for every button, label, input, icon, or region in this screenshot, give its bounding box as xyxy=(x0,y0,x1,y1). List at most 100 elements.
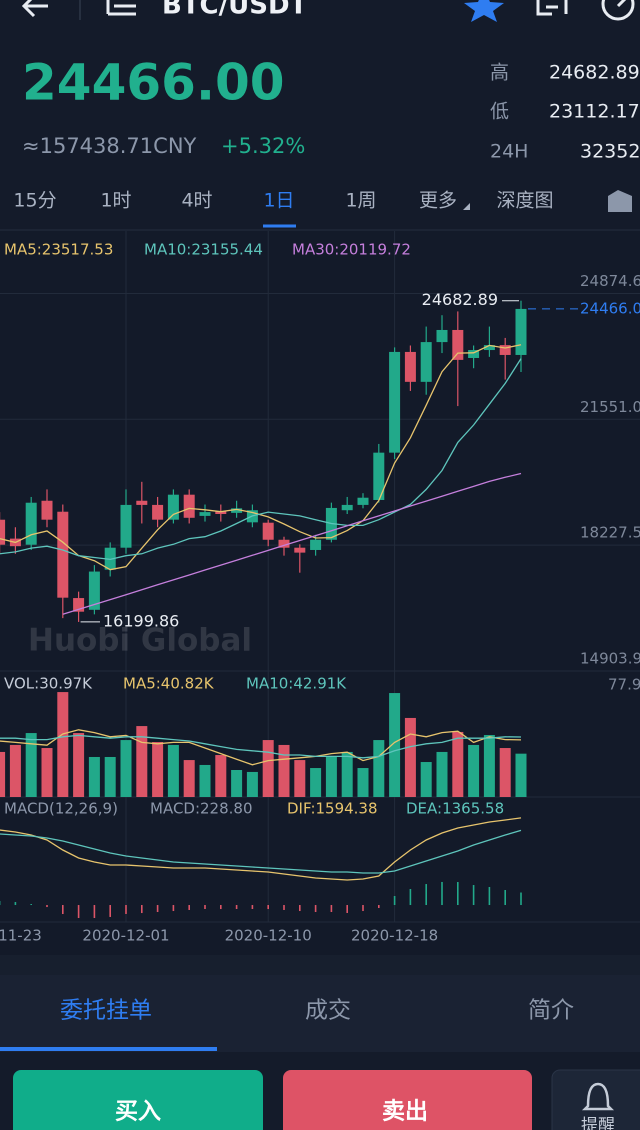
legend-entry: MA10:23155.44 xyxy=(144,241,263,259)
legend-entry: MA5:40.82K xyxy=(123,675,215,693)
volume-bar xyxy=(373,740,385,797)
candle-body xyxy=(294,547,306,553)
macd-bar xyxy=(235,905,238,910)
candle-body xyxy=(278,539,290,548)
legend-entry: DIF:1594.38 xyxy=(287,800,378,818)
candle-body xyxy=(389,351,401,453)
volume-bar xyxy=(404,717,416,797)
macd-bar xyxy=(314,905,317,913)
list-icon[interactable] xyxy=(106,0,136,16)
legend-entry: MA10:42.91K xyxy=(246,675,347,693)
volume-bar xyxy=(357,768,369,797)
y-tick-label: 14903.9 xyxy=(580,650,640,668)
period-tab[interactable]: 1日 xyxy=(263,190,294,212)
high-value: 24682.89 xyxy=(549,62,640,84)
ma-line xyxy=(0,729,522,766)
min-label: 16199.86 xyxy=(103,611,179,630)
settings-icon[interactable] xyxy=(608,190,632,212)
ma-line xyxy=(0,829,522,874)
high-label: 高 xyxy=(490,62,509,84)
candle-body xyxy=(357,497,369,505)
macd-bar xyxy=(267,905,269,910)
candle-body xyxy=(373,452,385,500)
volume-bar xyxy=(325,756,337,797)
alert-button[interactable] xyxy=(551,1069,640,1130)
candle-body xyxy=(515,308,527,355)
candle-body xyxy=(483,345,495,351)
legend-entry: MACD(12,26,9) xyxy=(4,800,118,818)
spacer xyxy=(0,955,640,975)
macd-bar xyxy=(77,905,80,919)
volume-bar xyxy=(167,744,179,797)
macd-bar xyxy=(504,889,506,906)
bell-icon xyxy=(581,1082,615,1111)
macd-bar xyxy=(488,886,491,906)
sell-button[interactable] xyxy=(283,1070,532,1130)
gauge-icon[interactable] xyxy=(601,0,635,21)
volume-bar xyxy=(294,760,306,797)
volume-bar xyxy=(0,751,6,797)
period-tab[interactable]: 1时 xyxy=(100,190,131,212)
last-price: 24466.00 xyxy=(22,54,285,112)
more-arrow xyxy=(463,203,470,210)
star-icon[interactable] xyxy=(464,0,504,22)
volume-bar xyxy=(436,751,448,797)
candle-body xyxy=(310,539,322,550)
candle-body xyxy=(420,342,432,382)
period-tab[interactable]: 1周 xyxy=(345,190,376,212)
macd-bar xyxy=(156,905,159,913)
tab-intro[interactable]: 简介 xyxy=(528,998,574,1024)
tab-trades[interactable]: 成交 xyxy=(305,998,351,1024)
candle-body xyxy=(41,500,53,520)
candle-body xyxy=(404,351,416,382)
chart-area xyxy=(0,231,640,955)
buy-label: 买入 xyxy=(115,1099,161,1125)
candle-body xyxy=(436,329,448,343)
macd-bar xyxy=(141,905,143,914)
period-tab[interactable]: 更多 xyxy=(419,190,457,212)
candle-body xyxy=(183,494,195,518)
candle-body xyxy=(468,350,480,358)
volume-bar xyxy=(341,751,353,797)
macd-bar xyxy=(362,905,364,912)
macd-bar xyxy=(299,905,301,912)
macd-bar xyxy=(425,884,427,906)
candle-body xyxy=(167,494,179,520)
sell-label: 卖出 xyxy=(382,1099,428,1125)
ma-line xyxy=(0,817,522,881)
macd-bar xyxy=(251,905,254,910)
gauge-needle xyxy=(616,0,627,8)
candle-body xyxy=(215,511,227,515)
watermark: Huobi Global xyxy=(28,623,252,659)
y-tick-label: 18227.5 xyxy=(580,524,640,542)
macd-bar xyxy=(441,881,443,906)
ma-line xyxy=(0,734,522,759)
volume-bar xyxy=(452,731,464,797)
candle-body xyxy=(120,504,132,548)
legend-entry: MA5:23517.53 xyxy=(4,241,113,259)
tab-orders[interactable]: 委托挂单 xyxy=(60,998,152,1024)
buy-button[interactable] xyxy=(13,1070,263,1130)
volume-bar xyxy=(183,760,195,797)
volume-bar xyxy=(104,756,116,797)
back-icon[interactable] xyxy=(21,0,48,18)
volume-bar xyxy=(199,764,211,797)
scan-icon[interactable] xyxy=(536,0,568,16)
x-tick-label: 2020-12-10 xyxy=(225,927,312,945)
macd-bar xyxy=(472,885,475,906)
vol-value: 32352 xyxy=(580,141,640,163)
macd-bar xyxy=(283,905,285,910)
period-tab[interactable]: 深度图 xyxy=(496,190,553,212)
volume-bar xyxy=(215,755,227,797)
volume-bar xyxy=(88,756,100,797)
macd-bar xyxy=(172,905,175,912)
candle-body xyxy=(88,571,100,610)
volume-bar xyxy=(41,748,53,797)
period-tab[interactable]: 4时 xyxy=(181,190,212,212)
volume-bar xyxy=(152,742,164,797)
volume-bar xyxy=(499,748,511,797)
period-tab[interactable]: 15分 xyxy=(13,190,56,212)
macd-bar xyxy=(46,905,48,908)
candle-body xyxy=(25,502,37,545)
candle-body xyxy=(0,519,6,545)
